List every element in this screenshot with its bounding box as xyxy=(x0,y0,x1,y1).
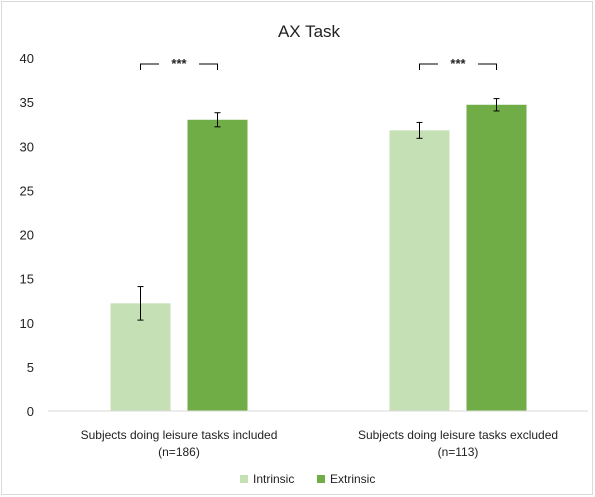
bracket-left xyxy=(419,63,438,70)
x-axis-categories: Subjects doing leisure tasks included (n=… xyxy=(81,428,558,459)
significance-bracket-1: *** xyxy=(419,56,497,71)
significance-label: *** xyxy=(450,56,466,71)
legend-swatch-intrinsic xyxy=(240,475,248,483)
chart-title: AX Task xyxy=(278,22,341,41)
significance-label: *** xyxy=(171,56,187,71)
legend-label-extrinsic: Extrinsic xyxy=(330,472,375,486)
legend-label-intrinsic: Intrinsic xyxy=(253,472,294,486)
y-tick-label: 0 xyxy=(27,404,34,419)
error-bar-extrinsic-1 xyxy=(493,98,500,112)
legend: Intrinsic Extrinsic xyxy=(240,472,375,486)
y-tick-label: 10 xyxy=(20,316,34,331)
significance-bracket-0: *** xyxy=(140,56,218,71)
bar-extrinsic-0 xyxy=(187,119,248,412)
y-tick-label: 25 xyxy=(20,183,34,198)
bar-intrinsic-1 xyxy=(389,130,450,412)
error-bar-intrinsic-1 xyxy=(416,121,423,139)
error-bar-extrinsic-0 xyxy=(214,112,221,128)
legend-swatch-extrinsic xyxy=(317,475,325,483)
bar-intrinsic-0 xyxy=(110,303,171,411)
x-category-label: (n=113) xyxy=(438,445,479,459)
error-bars xyxy=(137,98,500,321)
y-tick-label: 35 xyxy=(20,95,34,110)
y-axis-ticks: 0 5 10 15 20 25 30 35 40 xyxy=(20,51,34,419)
x-category-label: (n=186) xyxy=(158,445,200,459)
x-category-label: Subjects doing leisure tasks excluded xyxy=(358,428,558,442)
bracket-right xyxy=(478,63,497,70)
y-tick-label: 40 xyxy=(20,51,34,66)
significance-annotations: *** *** xyxy=(140,56,497,71)
bar-extrinsic-1 xyxy=(466,104,527,412)
x-category-label: Subjects doing leisure tasks included xyxy=(81,428,278,442)
y-tick-label: 30 xyxy=(20,139,34,154)
bracket-right xyxy=(199,63,218,70)
bars xyxy=(110,104,527,412)
error-bar-intrinsic-0 xyxy=(137,286,144,321)
bracket-left xyxy=(140,63,159,70)
y-tick-label: 5 xyxy=(27,360,34,375)
y-tick-label: 20 xyxy=(20,228,34,243)
y-tick-label: 15 xyxy=(20,272,34,287)
